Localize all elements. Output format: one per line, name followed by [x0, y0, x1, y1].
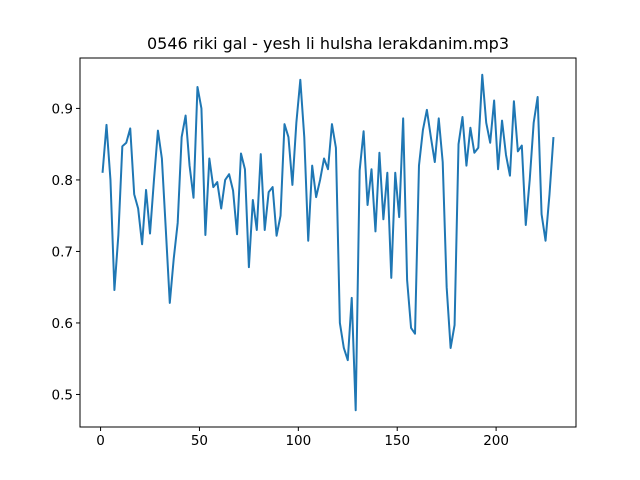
y-tick-label: 0.8	[52, 173, 73, 189]
y-tick-label: 0.7	[52, 244, 73, 260]
line-series	[101, 73, 555, 412]
y-tick-label: 0.6	[52, 316, 73, 332]
x-tick-label: 150	[384, 433, 410, 449]
y-tick-label: 0.5	[52, 387, 73, 403]
x-tick-label: 200	[483, 433, 509, 449]
x-tick-label: 100	[285, 433, 311, 449]
x-tick-label: 0	[96, 433, 105, 449]
x-tick-label: 50	[191, 433, 208, 449]
plot-frame	[79, 57, 577, 428]
y-tick-label: 0.9	[52, 101, 73, 117]
chart-title: 0546 riki gal - yesh li hulsha lerakdani…	[147, 34, 509, 53]
